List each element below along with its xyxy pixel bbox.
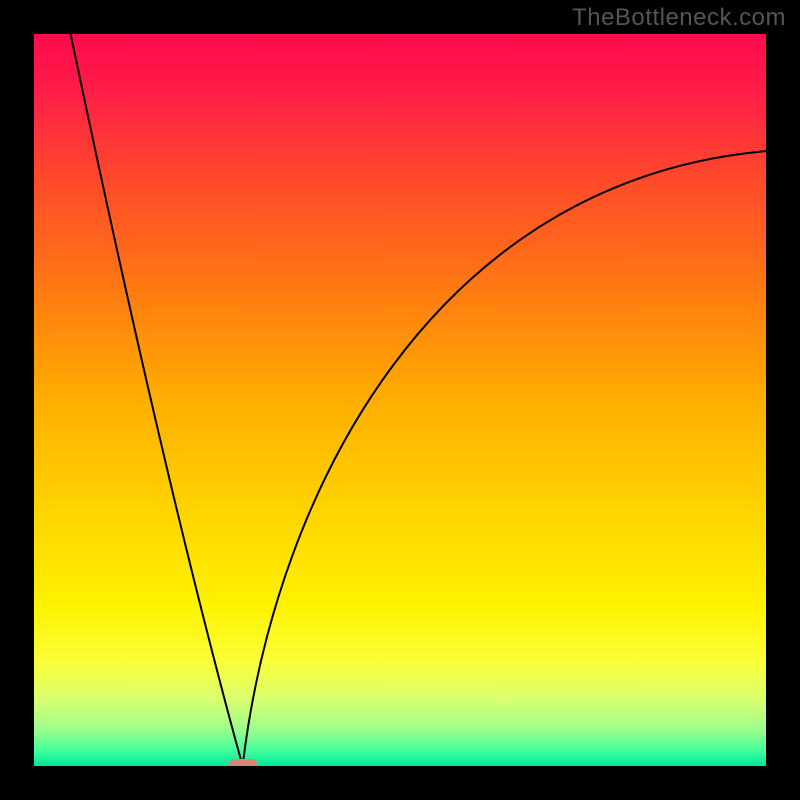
curve-right-branch	[243, 151, 766, 766]
watermark-text: TheBottleneck.com	[572, 4, 786, 32]
curve-left-branch	[71, 34, 243, 766]
optimal-marker	[228, 759, 258, 766]
bottleneck-curve	[34, 34, 766, 766]
plot-area	[34, 34, 766, 766]
